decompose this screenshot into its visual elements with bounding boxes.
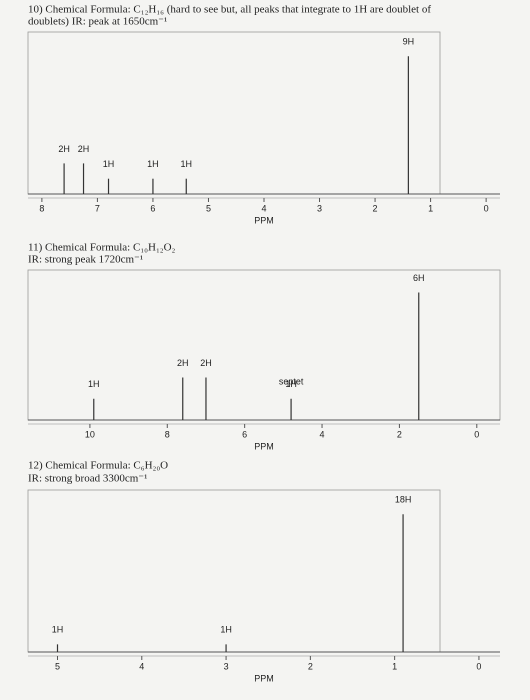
annotation: septet — [279, 376, 304, 386]
integration-label: 6H — [413, 273, 425, 283]
chart-title: 11) Chemical Formula: C₁₀H₁₂O₂ — [28, 242, 176, 254]
x-tick-label: 6 — [242, 429, 247, 439]
x-axis-label: PPM — [254, 441, 274, 451]
chart-title: 10) Chemical Formula: C₁₂H₁₆ (hard to se… — [28, 4, 431, 16]
x-tick-label: 1 — [428, 203, 433, 213]
x-tick-label: 5 — [206, 203, 211, 213]
x-tick-label: 8 — [165, 429, 170, 439]
x-axis-label: PPM — [254, 215, 274, 225]
integration-label: 1H — [103, 159, 115, 169]
x-tick-label: 4 — [320, 429, 325, 439]
chart-subtitle: IR: strong broad 3300cm⁻¹ — [28, 473, 147, 485]
chart-subtitle: IR: strong peak 1720cm⁻¹ — [28, 254, 143, 266]
chart-subtitle: doublets) IR: peak at 1650cm⁻¹ — [28, 16, 167, 28]
x-tick-label: 0 — [484, 203, 489, 213]
x-tick-label: 3 — [317, 203, 322, 213]
x-tick-label: 3 — [224, 661, 229, 671]
x-tick-label: 2 — [308, 661, 313, 671]
x-tick-label: 2 — [397, 429, 402, 439]
integration-label: 1H — [88, 379, 100, 389]
integration-label: 2H — [78, 144, 90, 154]
integration-label: 2H — [177, 358, 189, 368]
integration-label: 1H — [220, 625, 232, 635]
integration-label: 1H — [147, 159, 159, 169]
x-tick-label: 8 — [39, 203, 44, 213]
x-tick-label: 7 — [95, 203, 100, 213]
x-tick-label: 10 — [85, 429, 95, 439]
integration-label: 1H — [181, 159, 193, 169]
integration-label: 1H — [52, 625, 64, 635]
x-tick-label: 0 — [476, 661, 481, 671]
x-tick-label: 4 — [261, 203, 266, 213]
x-axis-label: PPM — [254, 673, 274, 683]
integration-label: 2H — [58, 144, 70, 154]
x-tick-label: 6 — [150, 203, 155, 213]
x-tick-label: 1 — [392, 661, 397, 671]
integration-label: 1H — [285, 379, 297, 389]
x-tick-label: 0 — [474, 429, 479, 439]
x-tick-label: 4 — [139, 661, 144, 671]
integration-label: 18H — [395, 495, 412, 505]
integration-label: 2H — [200, 358, 212, 368]
x-tick-label: 2 — [373, 203, 378, 213]
chart-title: 12) Chemical Formula: C₆H₂₀O — [28, 460, 168, 472]
x-tick-label: 5 — [55, 661, 60, 671]
integration-label: 9H — [403, 37, 415, 47]
